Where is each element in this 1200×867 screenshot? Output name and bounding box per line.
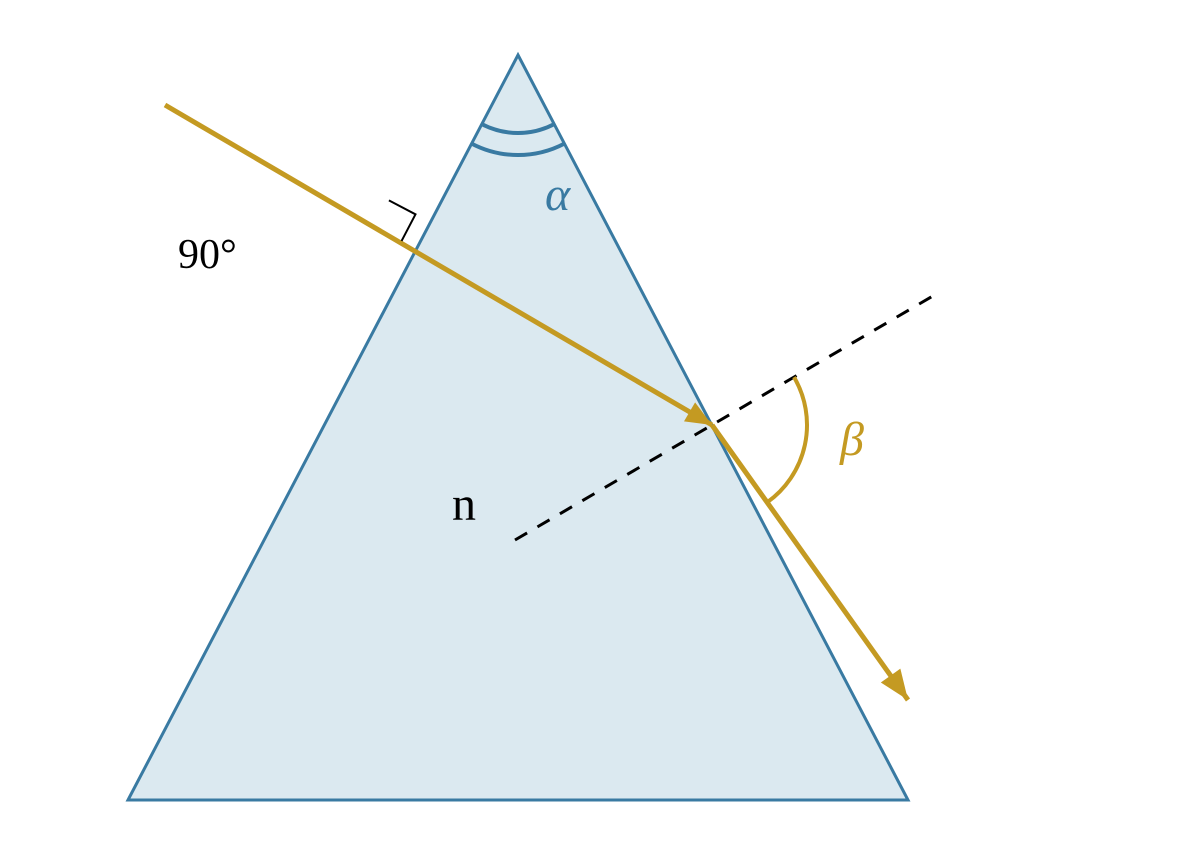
alpha-label: α <box>545 168 571 221</box>
ray-arrowhead-end <box>881 669 908 700</box>
beta-label: β <box>839 413 864 466</box>
refractive-index-label: n <box>452 478 476 531</box>
ninety-degree-label: 90° <box>178 232 237 278</box>
prism-triangle <box>128 55 908 800</box>
prism-refraction-diagram: 90° α β n <box>0 0 1200 867</box>
beta-angle-arc <box>767 377 807 502</box>
right-angle-marker <box>389 200 416 240</box>
